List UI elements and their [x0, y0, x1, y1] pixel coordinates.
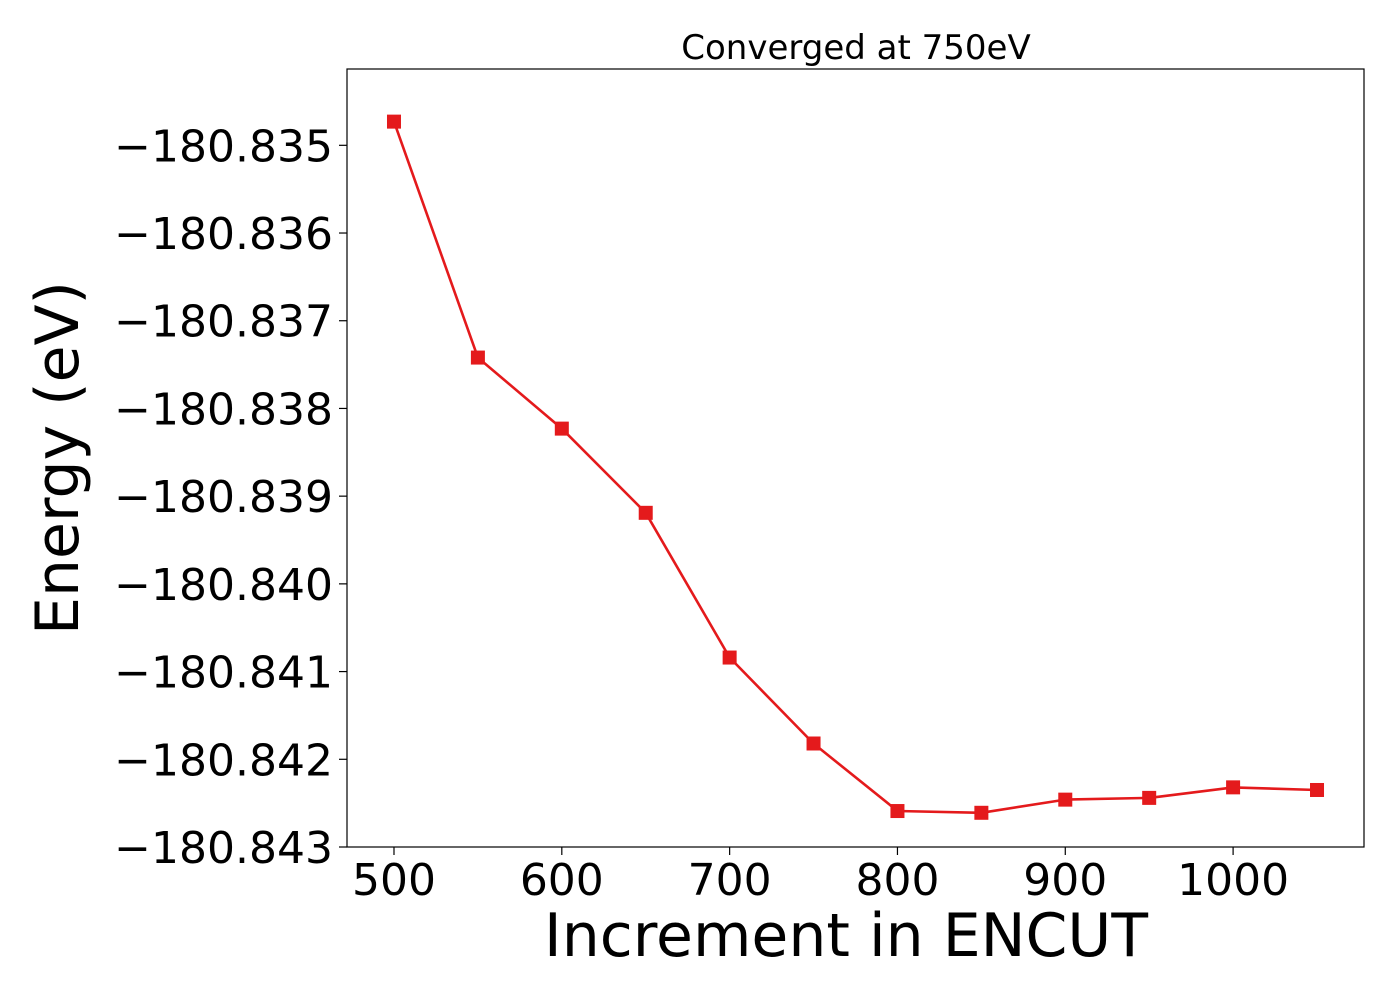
y-tick-label: −180.835	[114, 121, 333, 172]
y-tick-label: −180.836	[114, 209, 333, 260]
chart-title: Converged at 750eV	[681, 28, 1030, 68]
x-tick-label: 600	[520, 855, 604, 906]
y-tick-label: −180.837	[114, 297, 333, 348]
data-point	[386, 114, 401, 129]
y-tick-label: −180.840	[114, 560, 333, 611]
axes-frame	[346, 68, 1365, 848]
y-axis-label: Energy (eV)	[23, 281, 93, 635]
y-tick-label: −180.841	[114, 648, 333, 699]
data-point	[1058, 792, 1073, 807]
data-point	[638, 505, 653, 520]
data-point	[554, 421, 569, 436]
y-tick-label: −180.839	[114, 472, 333, 523]
data-point	[1310, 782, 1325, 797]
x-tick-label: 500	[352, 855, 436, 906]
plot-area: 500 600 700 800 900 1000 −180.835 −180.836 −180.…	[114, 68, 1365, 906]
y-tick-label: −180.843	[114, 823, 333, 874]
x-tick-label: 1000	[1177, 855, 1289, 906]
data-point	[470, 350, 485, 365]
data-point	[1142, 790, 1157, 805]
data-point	[806, 736, 821, 751]
x-tick-label: 800	[855, 855, 939, 906]
y-tick-label: −180.838	[114, 384, 333, 435]
x-tick-label: 900	[1023, 855, 1107, 906]
y-tick-label: −180.842	[114, 735, 333, 786]
data-point	[722, 650, 737, 665]
data-point	[890, 804, 905, 819]
data-point	[974, 805, 989, 820]
x-axis-label: Increment in ENCUT	[544, 901, 1148, 971]
x-tick-label: 700	[688, 855, 772, 906]
data-point	[1226, 780, 1241, 795]
series-line	[392, 121, 1318, 815]
